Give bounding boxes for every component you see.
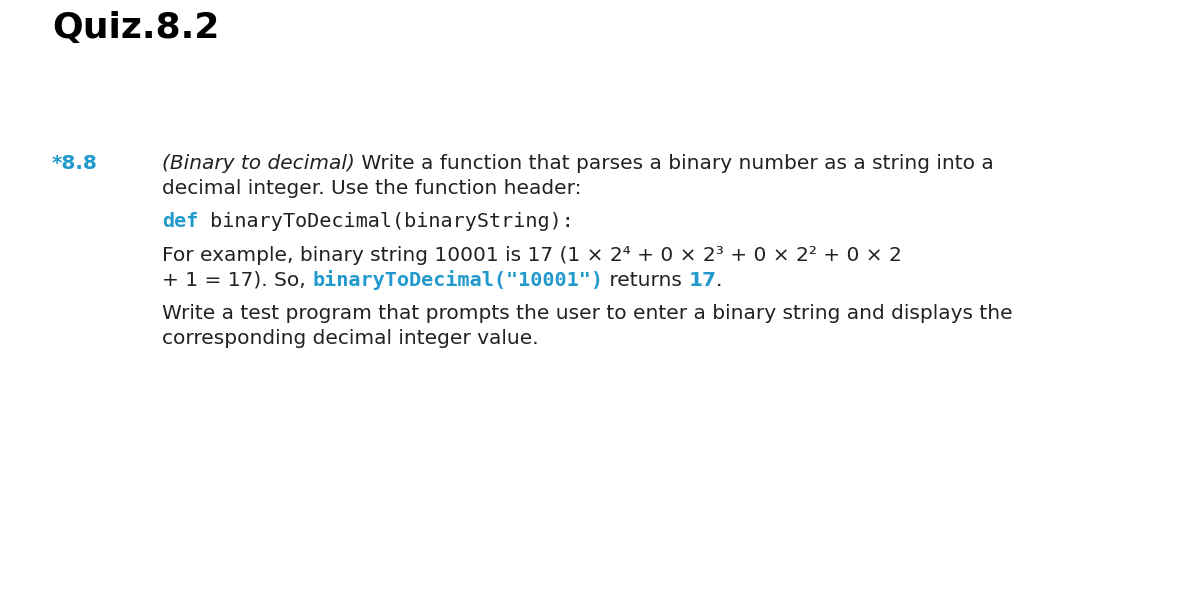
- Text: 17: 17: [689, 271, 716, 290]
- Text: *8.8: *8.8: [52, 154, 98, 173]
- Text: binaryToDecimal(binaryString):: binaryToDecimal(binaryString):: [198, 212, 575, 231]
- Text: decimal integer. Use the function header:: decimal integer. Use the function header…: [162, 179, 582, 198]
- Text: Write a function that parses a binary number as a string into a: Write a function that parses a binary nu…: [355, 154, 994, 173]
- Text: Quiz.8.2: Quiz.8.2: [52, 11, 220, 45]
- Text: + 1 = 17). So,: + 1 = 17). So,: [162, 271, 312, 290]
- Text: corresponding decimal integer value.: corresponding decimal integer value.: [162, 329, 539, 348]
- Text: returns: returns: [604, 271, 689, 290]
- Text: def: def: [162, 212, 198, 231]
- Text: Write a test program that prompts the user to enter a binary string and displays: Write a test program that prompts the us…: [162, 304, 1013, 323]
- Text: For example, binary string 10001 is 17 (1 × 2⁴ + 0 × 2³ + 0 × 2² + 0 × 2: For example, binary string 10001 is 17 (…: [162, 246, 902, 265]
- Text: binaryToDecimal("10001"): binaryToDecimal("10001"): [312, 270, 604, 290]
- Text: .: .: [716, 271, 722, 290]
- Text: (Binary to decimal): (Binary to decimal): [162, 154, 355, 173]
